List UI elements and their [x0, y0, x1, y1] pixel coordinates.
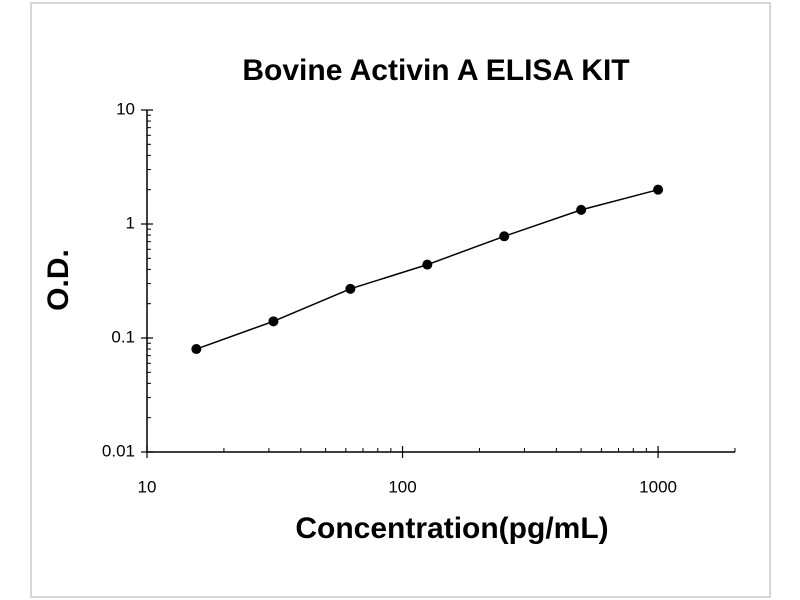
data-point — [653, 184, 664, 195]
x-tick-label: 1000 — [639, 477, 677, 496]
data-point — [422, 259, 433, 270]
data-point — [345, 283, 356, 294]
data-point — [576, 204, 587, 215]
x-tick-label: 100 — [388, 477, 416, 496]
chart-title: Bovine Activin A ELISA KIT — [242, 54, 629, 87]
x-tick-label: 10 — [138, 477, 157, 496]
data-point — [191, 344, 202, 355]
y-tick-label: 0.01 — [102, 441, 135, 460]
y-axis-label: O.D. — [42, 249, 75, 311]
data-point — [499, 231, 510, 242]
y-tick-label: 1 — [126, 213, 135, 232]
frame — [30, 2, 771, 598]
x-axis-label: Concentration(pg/mL) — [295, 512, 608, 545]
y-tick-label: 10 — [116, 99, 135, 118]
y-tick-label: 0.1 — [111, 327, 135, 346]
data-point — [268, 316, 279, 327]
